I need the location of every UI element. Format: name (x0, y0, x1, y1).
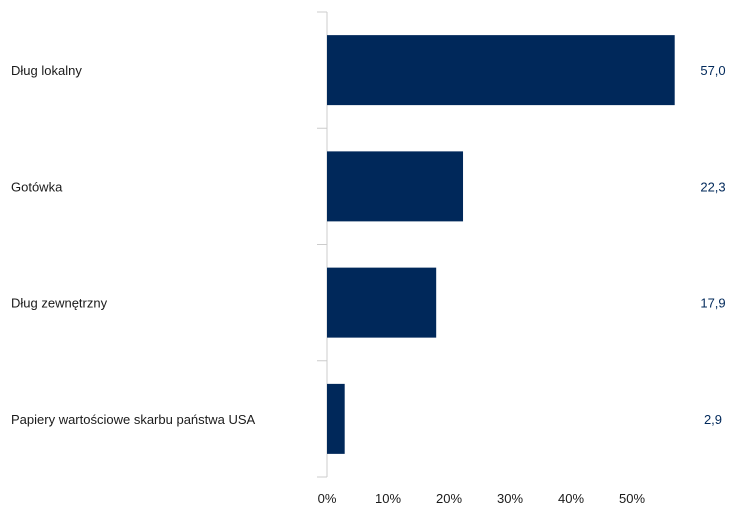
x-tick-label: 50% (619, 491, 645, 506)
bar (327, 383, 345, 454)
x-tick-label: 40% (558, 491, 584, 506)
x-tick-label: 20% (436, 491, 462, 506)
value-label: 57,0 (700, 63, 725, 78)
value-label: 2,9 (704, 412, 722, 427)
bar (327, 35, 675, 106)
axis-layer (317, 11, 328, 478)
value-label: 17,9 (700, 296, 725, 311)
bars-layer (327, 35, 675, 454)
bar (327, 267, 437, 338)
category-label: Papiery wartościowe skarbu państwa USA (11, 412, 256, 427)
x-tick-label: 30% (497, 491, 523, 506)
value-label: 22,3 (700, 179, 725, 194)
category-label: Dług lokalny (11, 63, 82, 78)
category-label: Dług zewnętrzny (11, 296, 108, 311)
labels-layer: Dług lokalny 57,0 Gotówka 22,3 Dług zewnętrz… (11, 63, 726, 506)
bar (327, 151, 464, 222)
x-tick-label: 0% (318, 491, 337, 506)
category-label: Gotówka (11, 179, 63, 194)
x-tick-label: 10% (375, 491, 401, 506)
